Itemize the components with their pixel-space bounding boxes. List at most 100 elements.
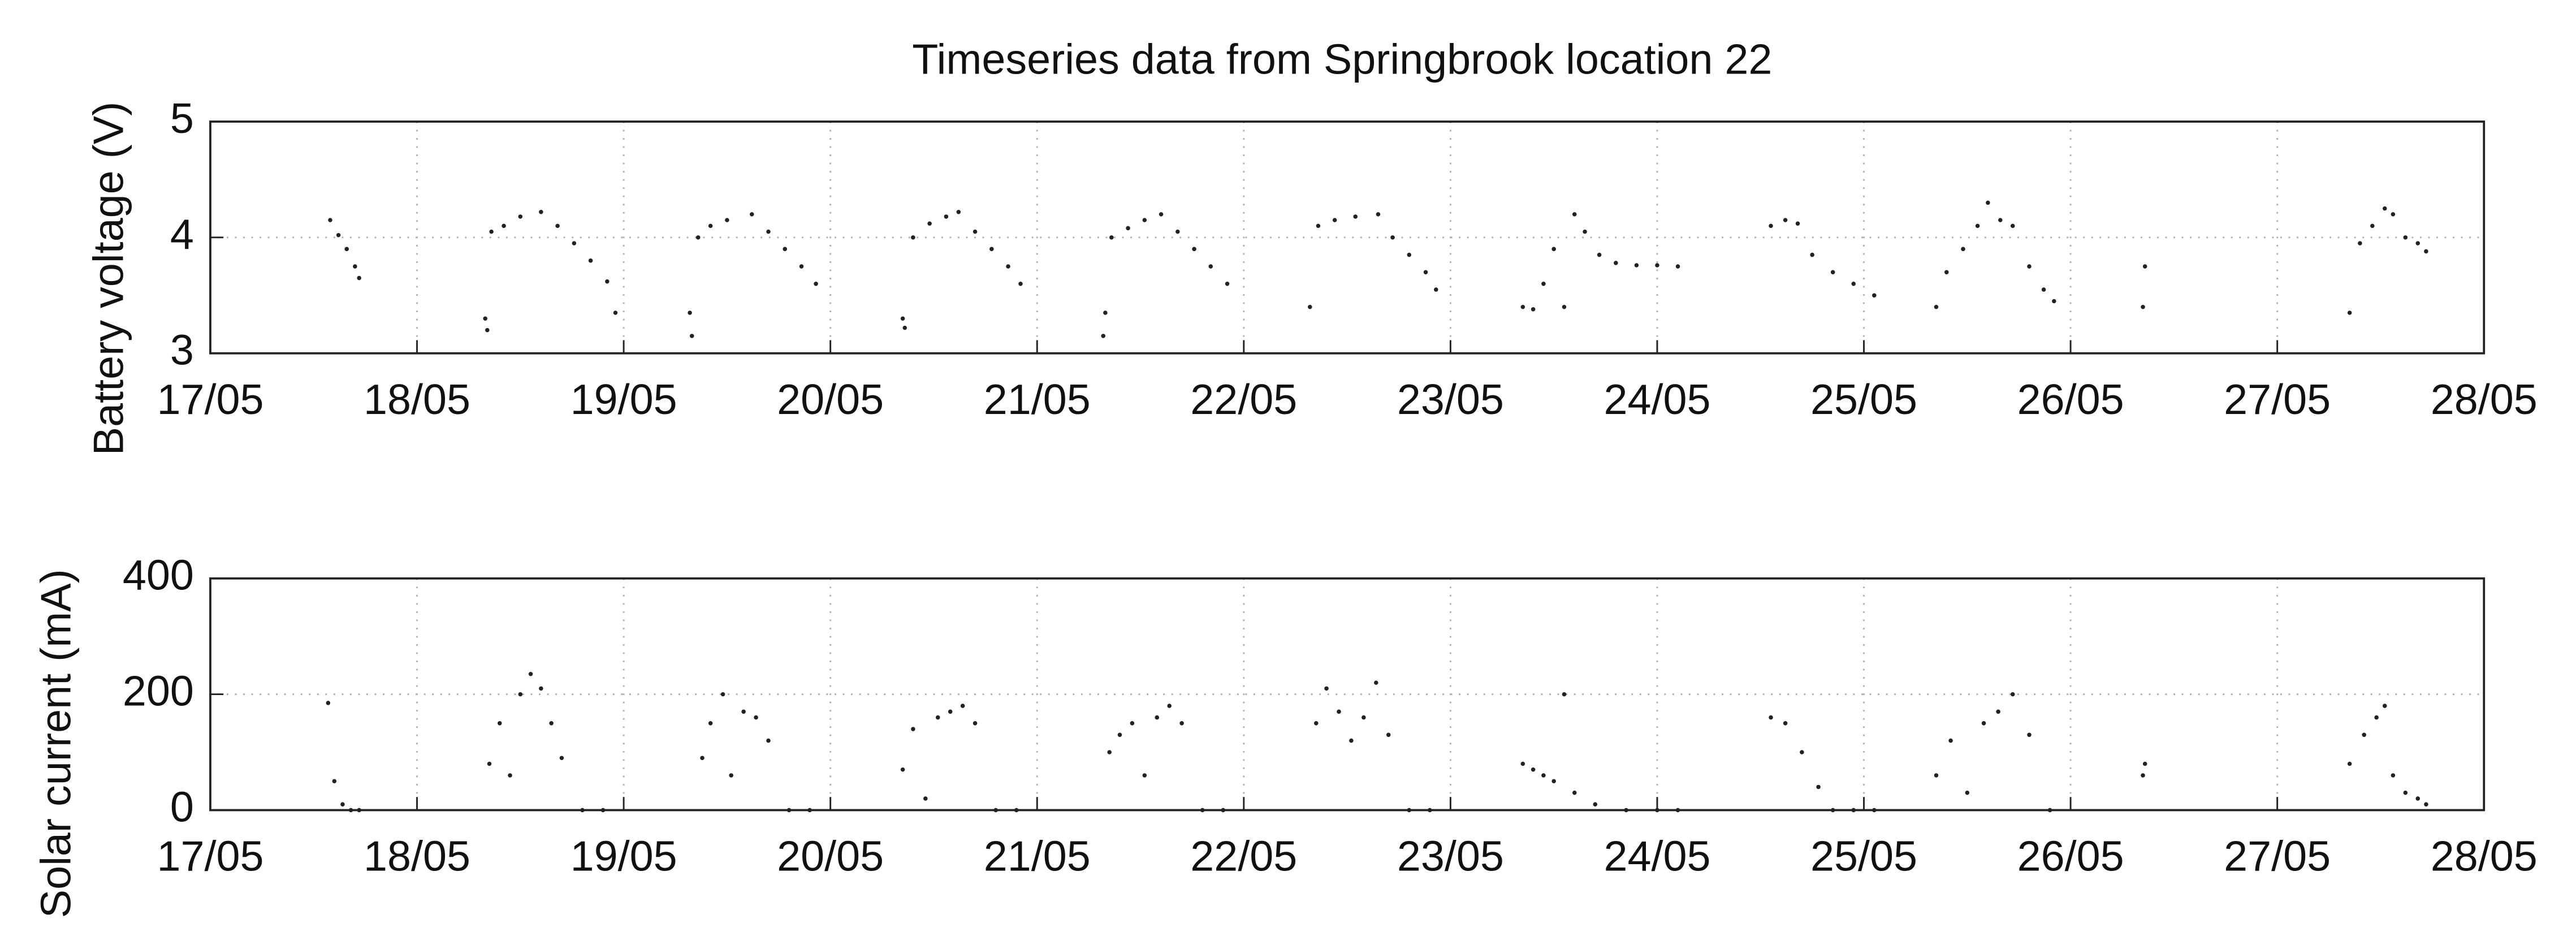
data-point [605,279,610,284]
data-point [783,247,788,252]
data-point [2027,732,2032,737]
x-tick-label: 20/05 [777,833,884,881]
data-point [1551,779,1556,784]
x-tick-label: 21/05 [984,376,1091,424]
data-point [1376,212,1381,217]
data-point [1541,773,1546,778]
data-point [1593,802,1598,806]
data-point [1117,732,1122,737]
x-tick-label: 19/05 [570,833,677,881]
data-point [1324,686,1329,691]
x-tick-label: 24/05 [1603,833,1710,881]
data-point [1200,808,1205,813]
data-point [960,704,965,708]
data-point [1175,229,1180,234]
x-tick-label: 22/05 [1190,376,1297,424]
data-point [1313,721,1319,726]
data-point [1996,709,2000,714]
y-tick-label: 200 [123,668,194,715]
data-point [1014,808,1019,813]
x-tick-label: 27/05 [2224,833,2331,881]
data-point [1624,808,1628,813]
data-point [2391,773,2396,778]
data-point [799,264,804,269]
data-point [555,223,560,228]
data-point [902,325,907,330]
data-point [2141,773,2145,778]
data-point [2424,802,2428,806]
plot-frame [209,120,2486,355]
data-point [508,773,512,778]
data-point [2415,241,2421,245]
data-point [900,767,905,772]
data-point [2052,299,2056,304]
data-point [1362,715,1366,720]
data-point [2347,310,2352,315]
data-point [1428,808,1432,813]
data-point [911,727,915,731]
x-tick-label: 25/05 [1810,376,1917,424]
data-point [528,671,533,676]
x-tick-label: 28/05 [2431,376,2538,424]
data-point [1006,264,1010,269]
data-point [2403,235,2408,240]
data-point [353,264,357,269]
data-point [485,327,490,333]
x-tick-label: 23/05 [1397,376,1504,424]
data-point [1986,200,1990,205]
data-point [340,802,345,806]
data-point [2362,732,2366,737]
data-point [2358,241,2362,245]
data-point [1597,252,1602,257]
y-tick-label: 400 [123,552,194,599]
data-point [1562,692,1567,697]
data-point [518,692,523,697]
data-point [1551,247,1556,252]
data-point [754,715,758,720]
x-tick-label: 25/05 [1810,833,1917,881]
data-point [1142,773,1147,778]
data-point [1998,218,2003,222]
data-point [1018,282,1023,286]
data-point [348,808,353,813]
data-point [613,310,618,315]
data-point [973,721,978,726]
data-point [2391,212,2396,217]
data-point [1965,790,1970,795]
data-point [328,218,332,222]
data-point [807,808,812,813]
x-tick-label: 17/05 [157,376,263,424]
data-point [1872,808,1877,813]
data-point [2141,304,2145,309]
data-point [483,316,487,321]
data-point [487,761,492,766]
data-point [1167,704,1172,708]
data-point [357,275,361,281]
data-point [2142,761,2147,766]
data-point [497,721,502,726]
data-point [1390,235,1395,240]
data-point [1386,732,1391,737]
data-point [1634,263,1639,268]
data-point [927,221,932,226]
data-point [1675,808,1680,813]
data-point [1934,304,1939,309]
data-point [766,738,771,743]
data-point [1614,261,1618,265]
data-point [1981,721,1986,726]
data-point [1349,738,1354,743]
y-axis-label: Battery voltage (V) [85,102,133,456]
data-point [1221,808,1226,813]
x-tick-label: 19/05 [570,376,677,424]
data-point [1130,721,1135,726]
data-point [2010,223,2015,228]
data-point [2027,264,2032,269]
data-point [1308,304,1312,309]
data-point [989,247,994,252]
data-point [708,721,713,726]
data-point [1800,750,1804,754]
data-point [814,282,818,286]
data-point [1192,247,1196,252]
data-point [695,235,701,240]
